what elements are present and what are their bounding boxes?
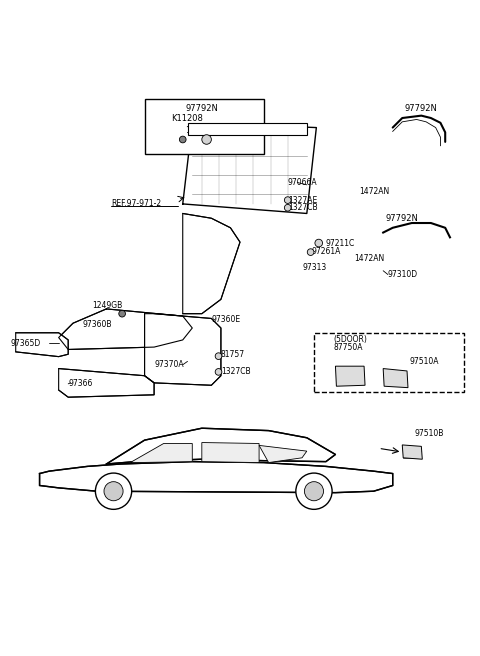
Text: 97792N: 97792N xyxy=(405,104,438,113)
Text: K11208: K11208 xyxy=(171,115,204,123)
Text: 97313: 97313 xyxy=(302,263,326,272)
Polygon shape xyxy=(383,369,408,388)
Text: 97510B: 97510B xyxy=(414,430,444,438)
Text: 97366: 97366 xyxy=(68,379,93,388)
Circle shape xyxy=(304,482,324,501)
Polygon shape xyxy=(107,428,336,464)
Circle shape xyxy=(284,197,291,203)
Circle shape xyxy=(202,134,211,144)
Circle shape xyxy=(296,473,332,509)
Text: 1472AN: 1472AN xyxy=(185,127,218,135)
Circle shape xyxy=(215,369,222,375)
Circle shape xyxy=(96,473,132,509)
Text: 1249GB: 1249GB xyxy=(92,300,122,310)
Text: 1472AN: 1472AN xyxy=(360,188,390,197)
Text: 97310D: 97310D xyxy=(388,270,418,279)
Circle shape xyxy=(119,310,125,317)
Bar xyxy=(144,99,264,154)
Polygon shape xyxy=(59,369,154,397)
Circle shape xyxy=(307,249,314,255)
Polygon shape xyxy=(144,314,221,385)
Text: 97370A: 97370A xyxy=(154,360,184,369)
Text: 1327AE: 1327AE xyxy=(288,195,317,205)
Polygon shape xyxy=(259,445,307,462)
Text: 97261A: 97261A xyxy=(312,247,341,256)
Text: 1327CB: 1327CB xyxy=(221,367,251,377)
Polygon shape xyxy=(202,443,259,462)
Circle shape xyxy=(315,239,323,247)
Text: 97360B: 97360B xyxy=(83,319,112,329)
Text: 97792N: 97792N xyxy=(386,214,419,223)
Text: 97066A: 97066A xyxy=(288,178,317,187)
Text: 97365D: 97365D xyxy=(11,338,41,348)
Polygon shape xyxy=(336,366,365,386)
Polygon shape xyxy=(402,445,422,459)
Polygon shape xyxy=(130,443,192,462)
Text: REF.97-971-2: REF.97-971-2 xyxy=(111,199,161,209)
Circle shape xyxy=(215,353,222,359)
Text: (5DOOR): (5DOOR) xyxy=(333,335,367,344)
Text: 1327CB: 1327CB xyxy=(288,203,317,213)
Bar xyxy=(188,123,307,134)
Text: 1472AN: 1472AN xyxy=(355,255,385,263)
Text: 97792N: 97792N xyxy=(185,104,218,113)
Circle shape xyxy=(284,205,291,211)
Polygon shape xyxy=(59,309,192,350)
Circle shape xyxy=(104,482,123,501)
Text: 97360E: 97360E xyxy=(211,315,240,324)
Circle shape xyxy=(180,136,186,143)
Text: 81757: 81757 xyxy=(221,350,245,359)
Polygon shape xyxy=(16,333,68,357)
Text: 97211C: 97211C xyxy=(326,239,355,247)
Polygon shape xyxy=(39,462,393,493)
Polygon shape xyxy=(183,213,240,314)
Text: 87750A: 87750A xyxy=(333,342,362,352)
Bar xyxy=(314,333,464,392)
Text: 97510A: 97510A xyxy=(409,357,439,366)
